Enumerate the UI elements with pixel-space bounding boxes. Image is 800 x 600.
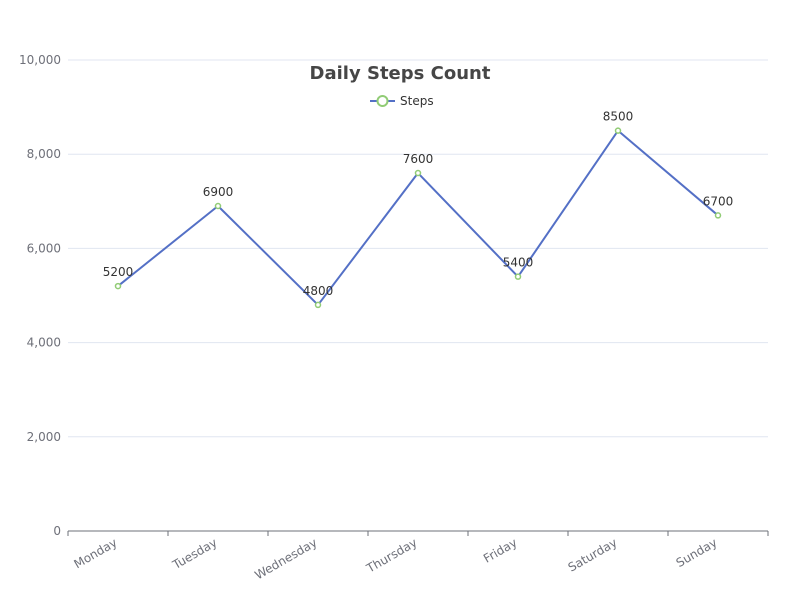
- data-label: 4800: [303, 284, 334, 298]
- y-tick-label: 8,000: [27, 147, 61, 161]
- data-point: [414, 169, 422, 177]
- data-label: 5400: [503, 256, 534, 270]
- legend-marker-icon: [376, 95, 389, 107]
- x-tick-label: Thursday: [363, 535, 419, 576]
- data-label: 8500: [603, 110, 634, 124]
- series-steps: [114, 127, 722, 309]
- legend[interactable]: Steps: [370, 94, 434, 108]
- data-point: [714, 212, 722, 219]
- data-label: 7600: [403, 152, 434, 166]
- data-point: [614, 127, 622, 134]
- legend-label-steps: Steps: [400, 94, 434, 108]
- x-tick-label: Wednesday: [252, 535, 319, 582]
- chart-title: Daily Steps Count: [310, 63, 491, 84]
- y-tick-label: 4,000: [27, 336, 61, 350]
- y-tick-label: 0: [53, 524, 61, 538]
- data-point: [314, 301, 322, 309]
- y-axis: 0 2,000 4,000 6,000 8,000 10,000: [19, 53, 61, 538]
- x-tick-label: Tuesday: [169, 535, 219, 572]
- data-label: 6900: [203, 185, 234, 199]
- data-point: [114, 282, 122, 290]
- y-tick-label: 6,000: [27, 241, 61, 255]
- data-point: [214, 202, 222, 210]
- x-axis: Monday Tuesday Wednesday Thursday Friday Satu…: [67, 530, 769, 582]
- data-labels: 5200 6900 4800 7600 5400 8500 6700: [103, 110, 734, 298]
- grid-lines: [68, 59, 768, 438]
- y-tick-label: 2,000: [27, 430, 61, 444]
- x-tick-label: Saturday: [566, 535, 620, 574]
- data-label: 6700: [703, 194, 734, 208]
- data-label: 5200: [103, 265, 134, 279]
- data-point: [514, 273, 522, 280]
- x-tick-label: Friday: [481, 535, 520, 565]
- x-tick-label: Sunday: [674, 535, 720, 570]
- x-tick-label: Monday: [71, 535, 119, 571]
- y-tick-label: 10,000: [19, 53, 61, 67]
